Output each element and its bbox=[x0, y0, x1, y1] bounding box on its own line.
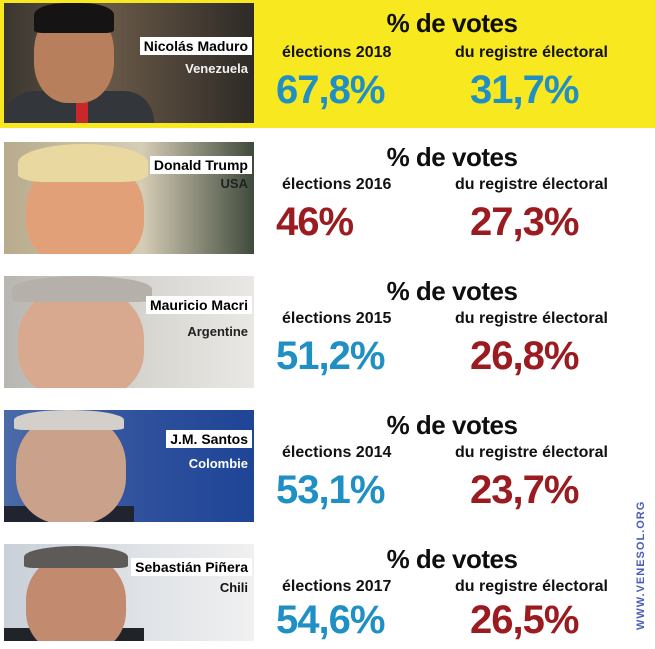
row-maduro: Nicolás Maduro Venezuela % de votes élec… bbox=[0, 0, 655, 128]
registry-label: du registre électoral bbox=[455, 176, 608, 193]
country-label: Argentine bbox=[187, 324, 248, 339]
election-percent: 51,2% bbox=[276, 334, 385, 378]
hair-shape bbox=[34, 3, 114, 33]
election-percent: 46% bbox=[276, 200, 354, 244]
registry-label: du registre électoral bbox=[455, 444, 608, 461]
election-percent: 54,6% bbox=[276, 598, 385, 642]
election-label: élections 2015 bbox=[282, 310, 392, 327]
heading: % de votes bbox=[386, 410, 518, 440]
photo-pinera: Sebastián Piñera Chili bbox=[4, 544, 254, 641]
registry-percent: 26,5% bbox=[470, 598, 579, 642]
heading: % de votes bbox=[386, 276, 518, 306]
photo-macri: Mauricio Macri Argentine bbox=[4, 276, 254, 388]
registry-label: du registre électoral bbox=[455, 310, 608, 327]
country-label: Venezuela bbox=[185, 61, 248, 76]
photo-maduro: Nicolás Maduro Venezuela bbox=[4, 3, 254, 123]
registry-percent: 23,7% bbox=[470, 468, 579, 512]
photo-santos: J.M. Santos Colombie bbox=[4, 410, 254, 522]
face-shape bbox=[16, 414, 126, 522]
name-label: J.M. Santos bbox=[166, 430, 252, 448]
face-shape bbox=[26, 554, 126, 641]
registry-percent: 31,7% bbox=[470, 68, 579, 112]
election-percent: 67,8% bbox=[276, 68, 385, 112]
hair-shape bbox=[14, 410, 124, 430]
registry-percent: 27,3% bbox=[470, 200, 579, 244]
photo-trump: Donald Trump USA bbox=[4, 142, 254, 254]
country-label: Colombie bbox=[188, 456, 248, 471]
watermark-url: WWW.VENESOL.ORG bbox=[635, 500, 647, 630]
registry-percent: 26,8% bbox=[470, 334, 579, 378]
row-santos: J.M. Santos Colombie % de votes élection… bbox=[0, 406, 655, 526]
face-shape bbox=[18, 286, 144, 388]
heading: % de votes bbox=[386, 544, 518, 574]
heading: % de votes bbox=[386, 142, 518, 172]
hair-shape bbox=[24, 546, 128, 568]
hair-shape bbox=[12, 276, 152, 302]
election-label: élections 2017 bbox=[282, 578, 392, 595]
row-trump: Donald Trump USA % de votes élections 20… bbox=[0, 138, 655, 258]
tie-shape bbox=[76, 97, 88, 123]
name-label: Sebastián Piñera bbox=[131, 558, 252, 576]
name-label: Donald Trump bbox=[149, 156, 252, 174]
registry-label: du registre électoral bbox=[455, 578, 608, 595]
election-label: élections 2014 bbox=[282, 444, 392, 461]
election-label: élections 2016 bbox=[282, 176, 392, 193]
election-label: élections 2018 bbox=[282, 44, 392, 61]
name-label: Mauricio Macri bbox=[145, 296, 252, 314]
election-percent: 53,1% bbox=[276, 468, 385, 512]
country-label: USA bbox=[220, 176, 248, 191]
row-pinera: Sebastián Piñera Chili % de votes électi… bbox=[0, 540, 655, 645]
country-label: Chili bbox=[219, 580, 248, 595]
hair-shape bbox=[18, 144, 148, 182]
row-macri: Mauricio Macri Argentine % de votes élec… bbox=[0, 272, 655, 392]
heading: % de votes bbox=[386, 8, 518, 38]
name-label: Nicolás Maduro bbox=[139, 37, 252, 55]
registry-label: du registre électoral bbox=[455, 44, 608, 61]
